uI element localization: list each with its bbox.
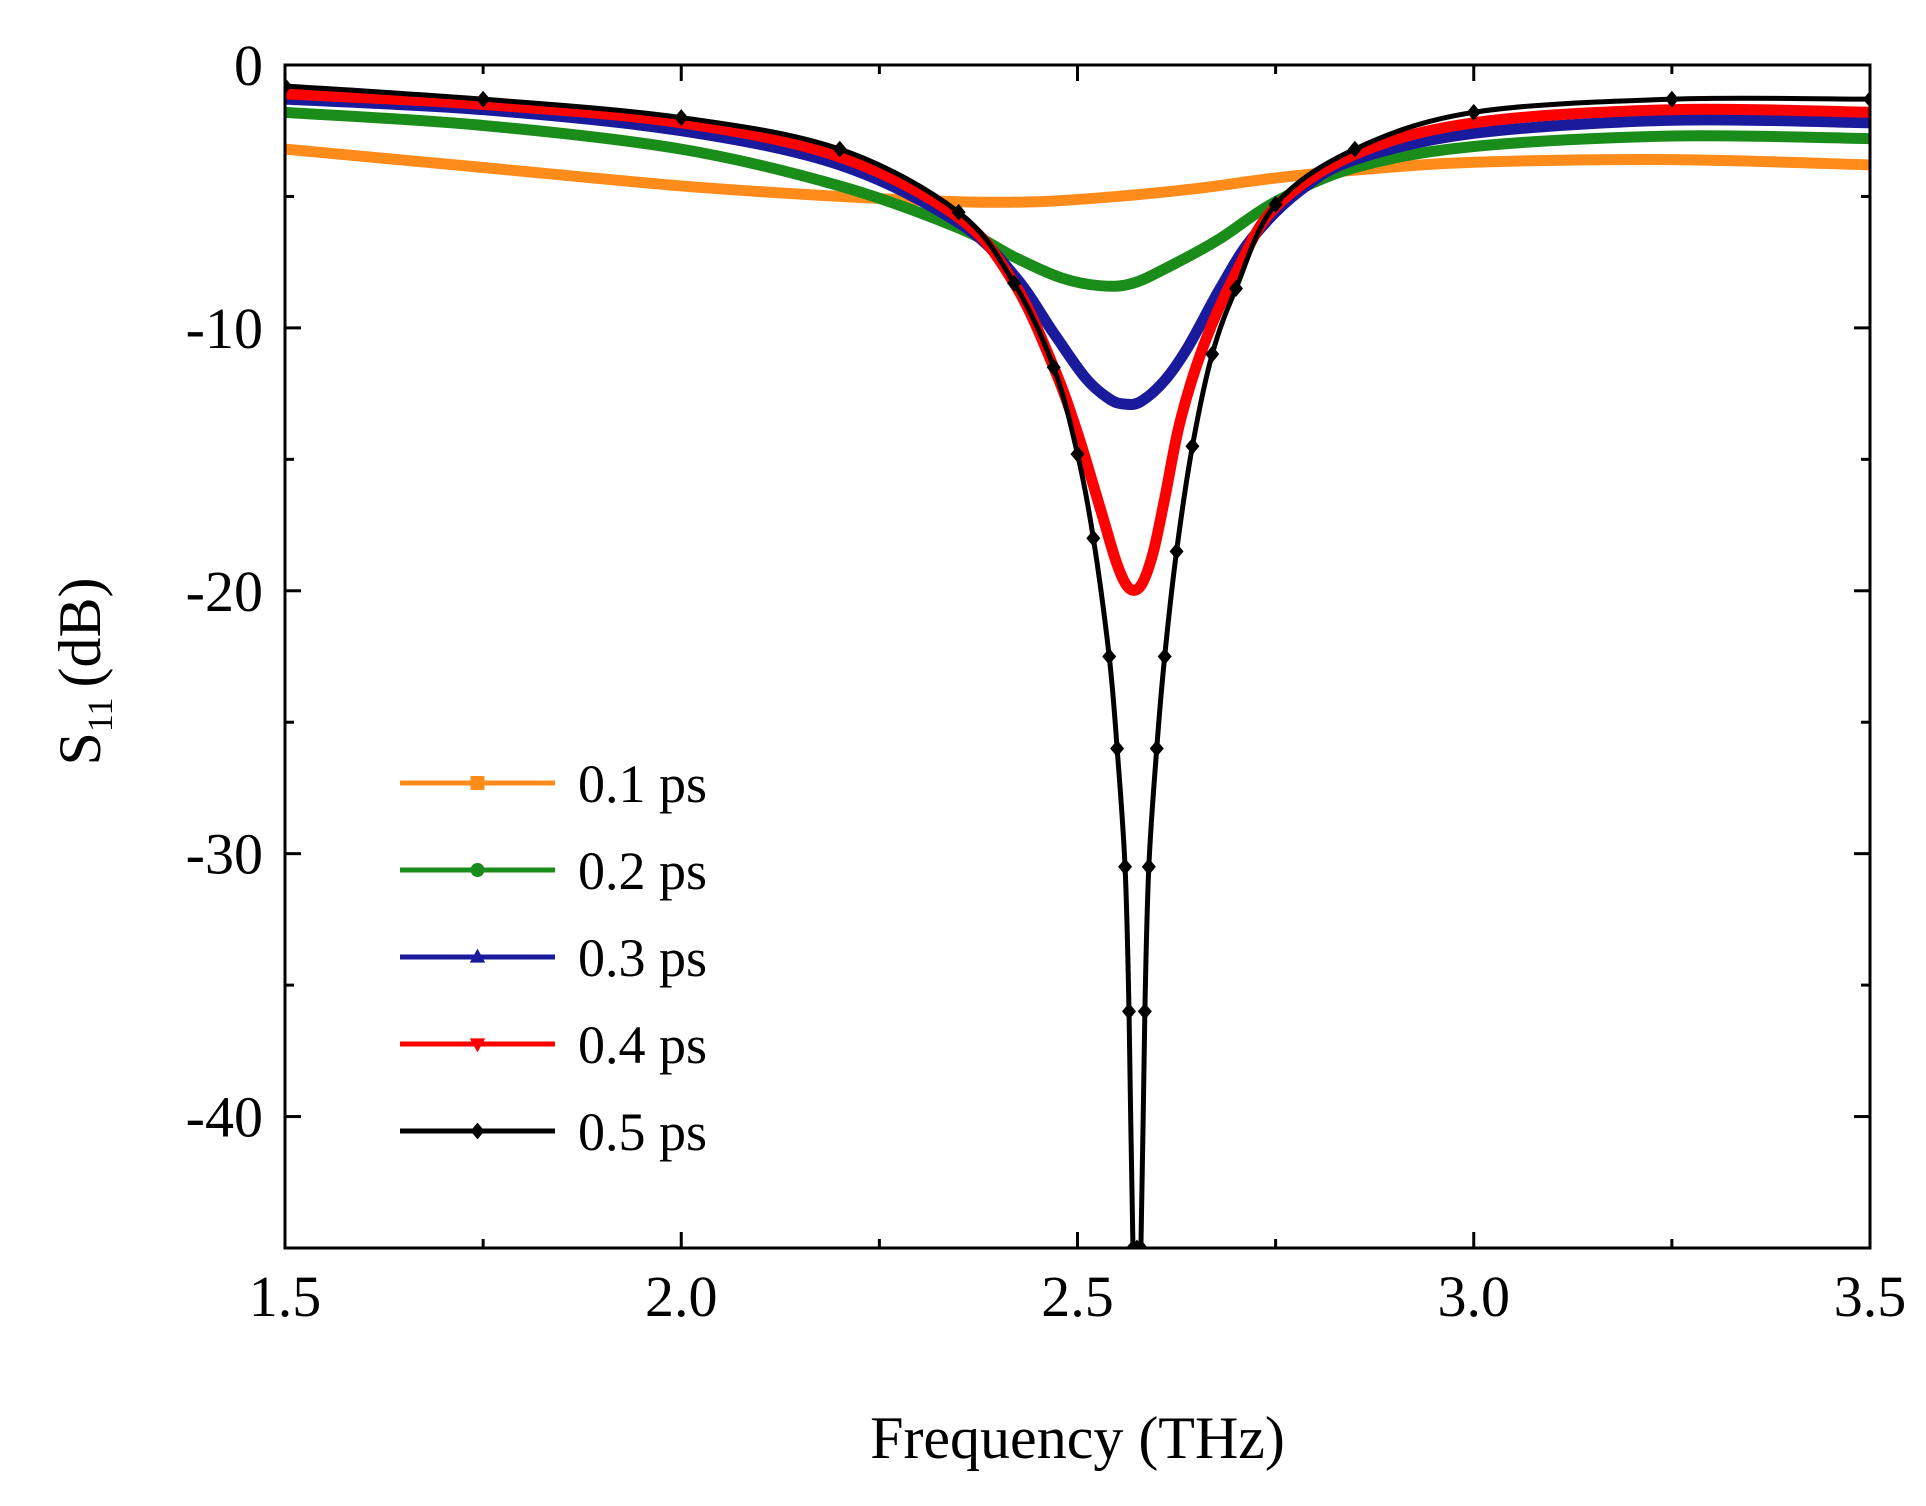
x-tick-label: 3.0	[1438, 1264, 1511, 1329]
data-point	[1664, 90, 1679, 108]
legend-marker	[470, 1122, 485, 1140]
data-point	[476, 90, 491, 108]
y-axis-title-subscript: 11	[80, 697, 120, 732]
data-point	[1863, 90, 1870, 108]
data-point	[1185, 437, 1200, 455]
y-axis-title: S11 (dB)	[47, 577, 120, 765]
data-point	[1169, 542, 1184, 560]
series-line	[285, 88, 1870, 596]
legend-item: 0.2 ps	[400, 841, 707, 901]
plot-frame	[283, 63, 1872, 1250]
y-tick-label: -30	[186, 822, 263, 887]
data-point	[1007, 274, 1022, 292]
legend-marker	[469, 948, 486, 963]
ticks-layer	[283, 63, 1872, 1248]
legend-label: 0.1 ps	[578, 754, 707, 814]
series-line	[285, 83, 1870, 1248]
legend-marker	[470, 776, 485, 790]
data-point	[1137, 1003, 1152, 1020]
legend-item: 0.1 ps	[400, 754, 707, 814]
data-point	[1118, 858, 1133, 876]
series-0-4-ps	[285, 88, 1870, 596]
y-tick-label: -20	[186, 559, 263, 624]
legend-label: 0.4 ps	[578, 1015, 707, 1075]
legend-label: 0.3 ps	[578, 928, 707, 988]
data-point	[1133, 1239, 1148, 1248]
data-point	[1070, 445, 1085, 463]
data-point	[832, 140, 847, 158]
series-0-2-ps	[285, 106, 1870, 292]
x-tick-label: 1.5	[249, 1264, 322, 1329]
x-tick-label: 2.0	[645, 1264, 718, 1329]
y-tick-label: 0	[234, 33, 263, 98]
data-point	[1110, 740, 1125, 757]
series-line	[285, 93, 1870, 411]
data-point	[1046, 358, 1061, 376]
legend-item: 0.4 ps	[400, 1015, 707, 1075]
y-tick-label: -10	[186, 296, 263, 361]
series-layer	[285, 77, 1870, 1248]
legend-marker	[470, 863, 485, 877]
series-0-5-ps	[285, 77, 1870, 1248]
series-0-1-ps	[285, 143, 1870, 208]
x-tick-label: 3.5	[1834, 1264, 1907, 1329]
x-axis-title: Frequency (THz)	[870, 1405, 1285, 1471]
legend: 0.1 ps 0.2 ps 0.3 ps 0.4 ps 0.5 ps	[400, 754, 707, 1162]
y-axis-title-base: S	[47, 732, 113, 765]
tick-labels: 1.5 2.0 2.5 3.0 3.5 0 -10 -20 -30 -40	[186, 33, 1907, 1329]
data-point	[1205, 345, 1220, 363]
data-point	[1102, 648, 1117, 665]
data-point	[951, 203, 966, 221]
y-axis-title-unit: (dB)	[47, 577, 113, 687]
data-point	[1122, 1003, 1137, 1020]
series-line	[285, 106, 1870, 292]
y-tick-label: -40	[186, 1085, 263, 1150]
series-line	[285, 143, 1870, 208]
data-point	[1157, 648, 1172, 665]
series-0-3-ps	[285, 93, 1870, 411]
data-point	[1268, 195, 1283, 213]
data-point	[1347, 140, 1362, 158]
data-point	[1141, 858, 1156, 876]
legend-label: 0.5 ps	[578, 1102, 707, 1162]
data-point	[674, 109, 689, 126]
legend-item: 0.5 ps	[400, 1102, 707, 1162]
data-point	[1086, 529, 1101, 547]
data-point	[1149, 740, 1164, 757]
data-point	[1229, 280, 1243, 297]
legend-label: 0.2 ps	[578, 841, 707, 901]
legend-marker	[469, 1038, 486, 1053]
legend-item: 0.3 ps	[400, 928, 707, 988]
data-point	[1466, 103, 1481, 121]
x-tick-label: 2.5	[1041, 1264, 1114, 1329]
data-point	[285, 77, 292, 95]
